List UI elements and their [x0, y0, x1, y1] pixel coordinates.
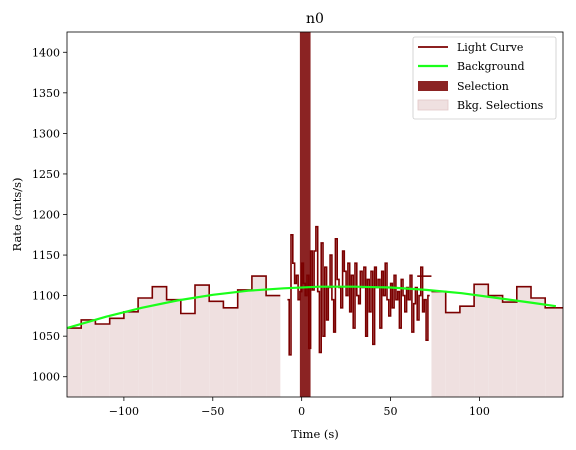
y-tick-label: 1400 — [32, 46, 60, 59]
bkg-selection-bar — [109, 318, 124, 397]
legend-bkg-selections-label: Bkg. Selections — [457, 99, 544, 112]
background-layer — [66, 285, 557, 330]
y-tick-label: 1300 — [32, 127, 60, 140]
y-axis-label: Rate (cnts/s) — [10, 178, 24, 252]
bkg-selection-bar — [95, 324, 110, 397]
bkg-selection-bar — [266, 295, 281, 397]
legend-background-label: Background — [457, 60, 525, 73]
light-curve-fine-segment — [287, 225, 430, 356]
bkg-selection-bar — [251, 276, 267, 397]
bkg-selection-bar — [223, 307, 238, 397]
bkg-selection-bar — [488, 295, 503, 397]
background-curve — [66, 285, 557, 330]
bkg-selection-bar — [459, 306, 475, 397]
y-tick-label: 1100 — [32, 290, 60, 303]
bkg-selection-bar — [152, 286, 167, 397]
bkg-selection-bar — [180, 313, 195, 397]
selection-region — [299, 32, 311, 397]
bkg-selection-bar — [166, 299, 181, 397]
x-tick-label: 0 — [298, 405, 305, 418]
bkg-selection-bar — [445, 312, 460, 397]
legend: Light Curve Background Selection Bkg. Se… — [412, 36, 557, 120]
y-tick-label: 1350 — [32, 87, 60, 100]
bkg-selection-bar — [531, 298, 546, 397]
bkg-selection-bar — [545, 307, 563, 397]
y-tick-label: 1250 — [32, 168, 60, 181]
y-tick-label: 1200 — [32, 209, 60, 222]
bkg-selection-bar — [516, 286, 531, 397]
bkg-selection-bar — [81, 319, 96, 397]
bkg-selection-bar — [195, 285, 210, 397]
legend-bkg-selections-swatch — [417, 99, 449, 111]
x-tick-label: −100 — [109, 405, 139, 418]
x-tick-label: −50 — [201, 405, 224, 418]
bkg-selection-bar — [474, 284, 489, 397]
bkg-selection-bar — [502, 302, 517, 397]
selection-layer — [299, 32, 311, 397]
legend-box — [412, 36, 557, 120]
y-tick-label: 1150 — [32, 249, 60, 262]
x-tick-label: 50 — [384, 405, 398, 418]
bkg-selection-bar — [67, 328, 82, 397]
light-curve-layer — [67, 225, 563, 356]
y-tick-label: 1000 — [32, 371, 60, 384]
bkg-selection-bar — [209, 301, 224, 397]
light-curve-right-segment — [431, 283, 563, 314]
y-axis: 1000 1050 1100 1150 1200 1250 1300 1350 1400 — [32, 46, 67, 384]
chart-title: n0 — [306, 11, 324, 27]
bkg-selection-bar — [138, 298, 153, 397]
y-tick-label: 1050 — [32, 330, 60, 343]
bkg-selection-bar — [123, 311, 139, 397]
legend-selection-swatch — [418, 81, 448, 91]
x-axis: −100 −50 0 50 100 — [109, 397, 490, 418]
legend-selection-label: Selection — [457, 80, 509, 93]
light-curve-left-segment — [67, 275, 281, 329]
legend-light-curve-label: Light Curve — [457, 41, 523, 54]
x-axis-label: Time (s) — [291, 427, 339, 441]
bkg-selection-bar — [237, 289, 252, 397]
bkg-selections-layer — [67, 276, 563, 397]
bkg-selection-bar — [431, 291, 446, 397]
x-tick-label: 100 — [469, 405, 490, 418]
